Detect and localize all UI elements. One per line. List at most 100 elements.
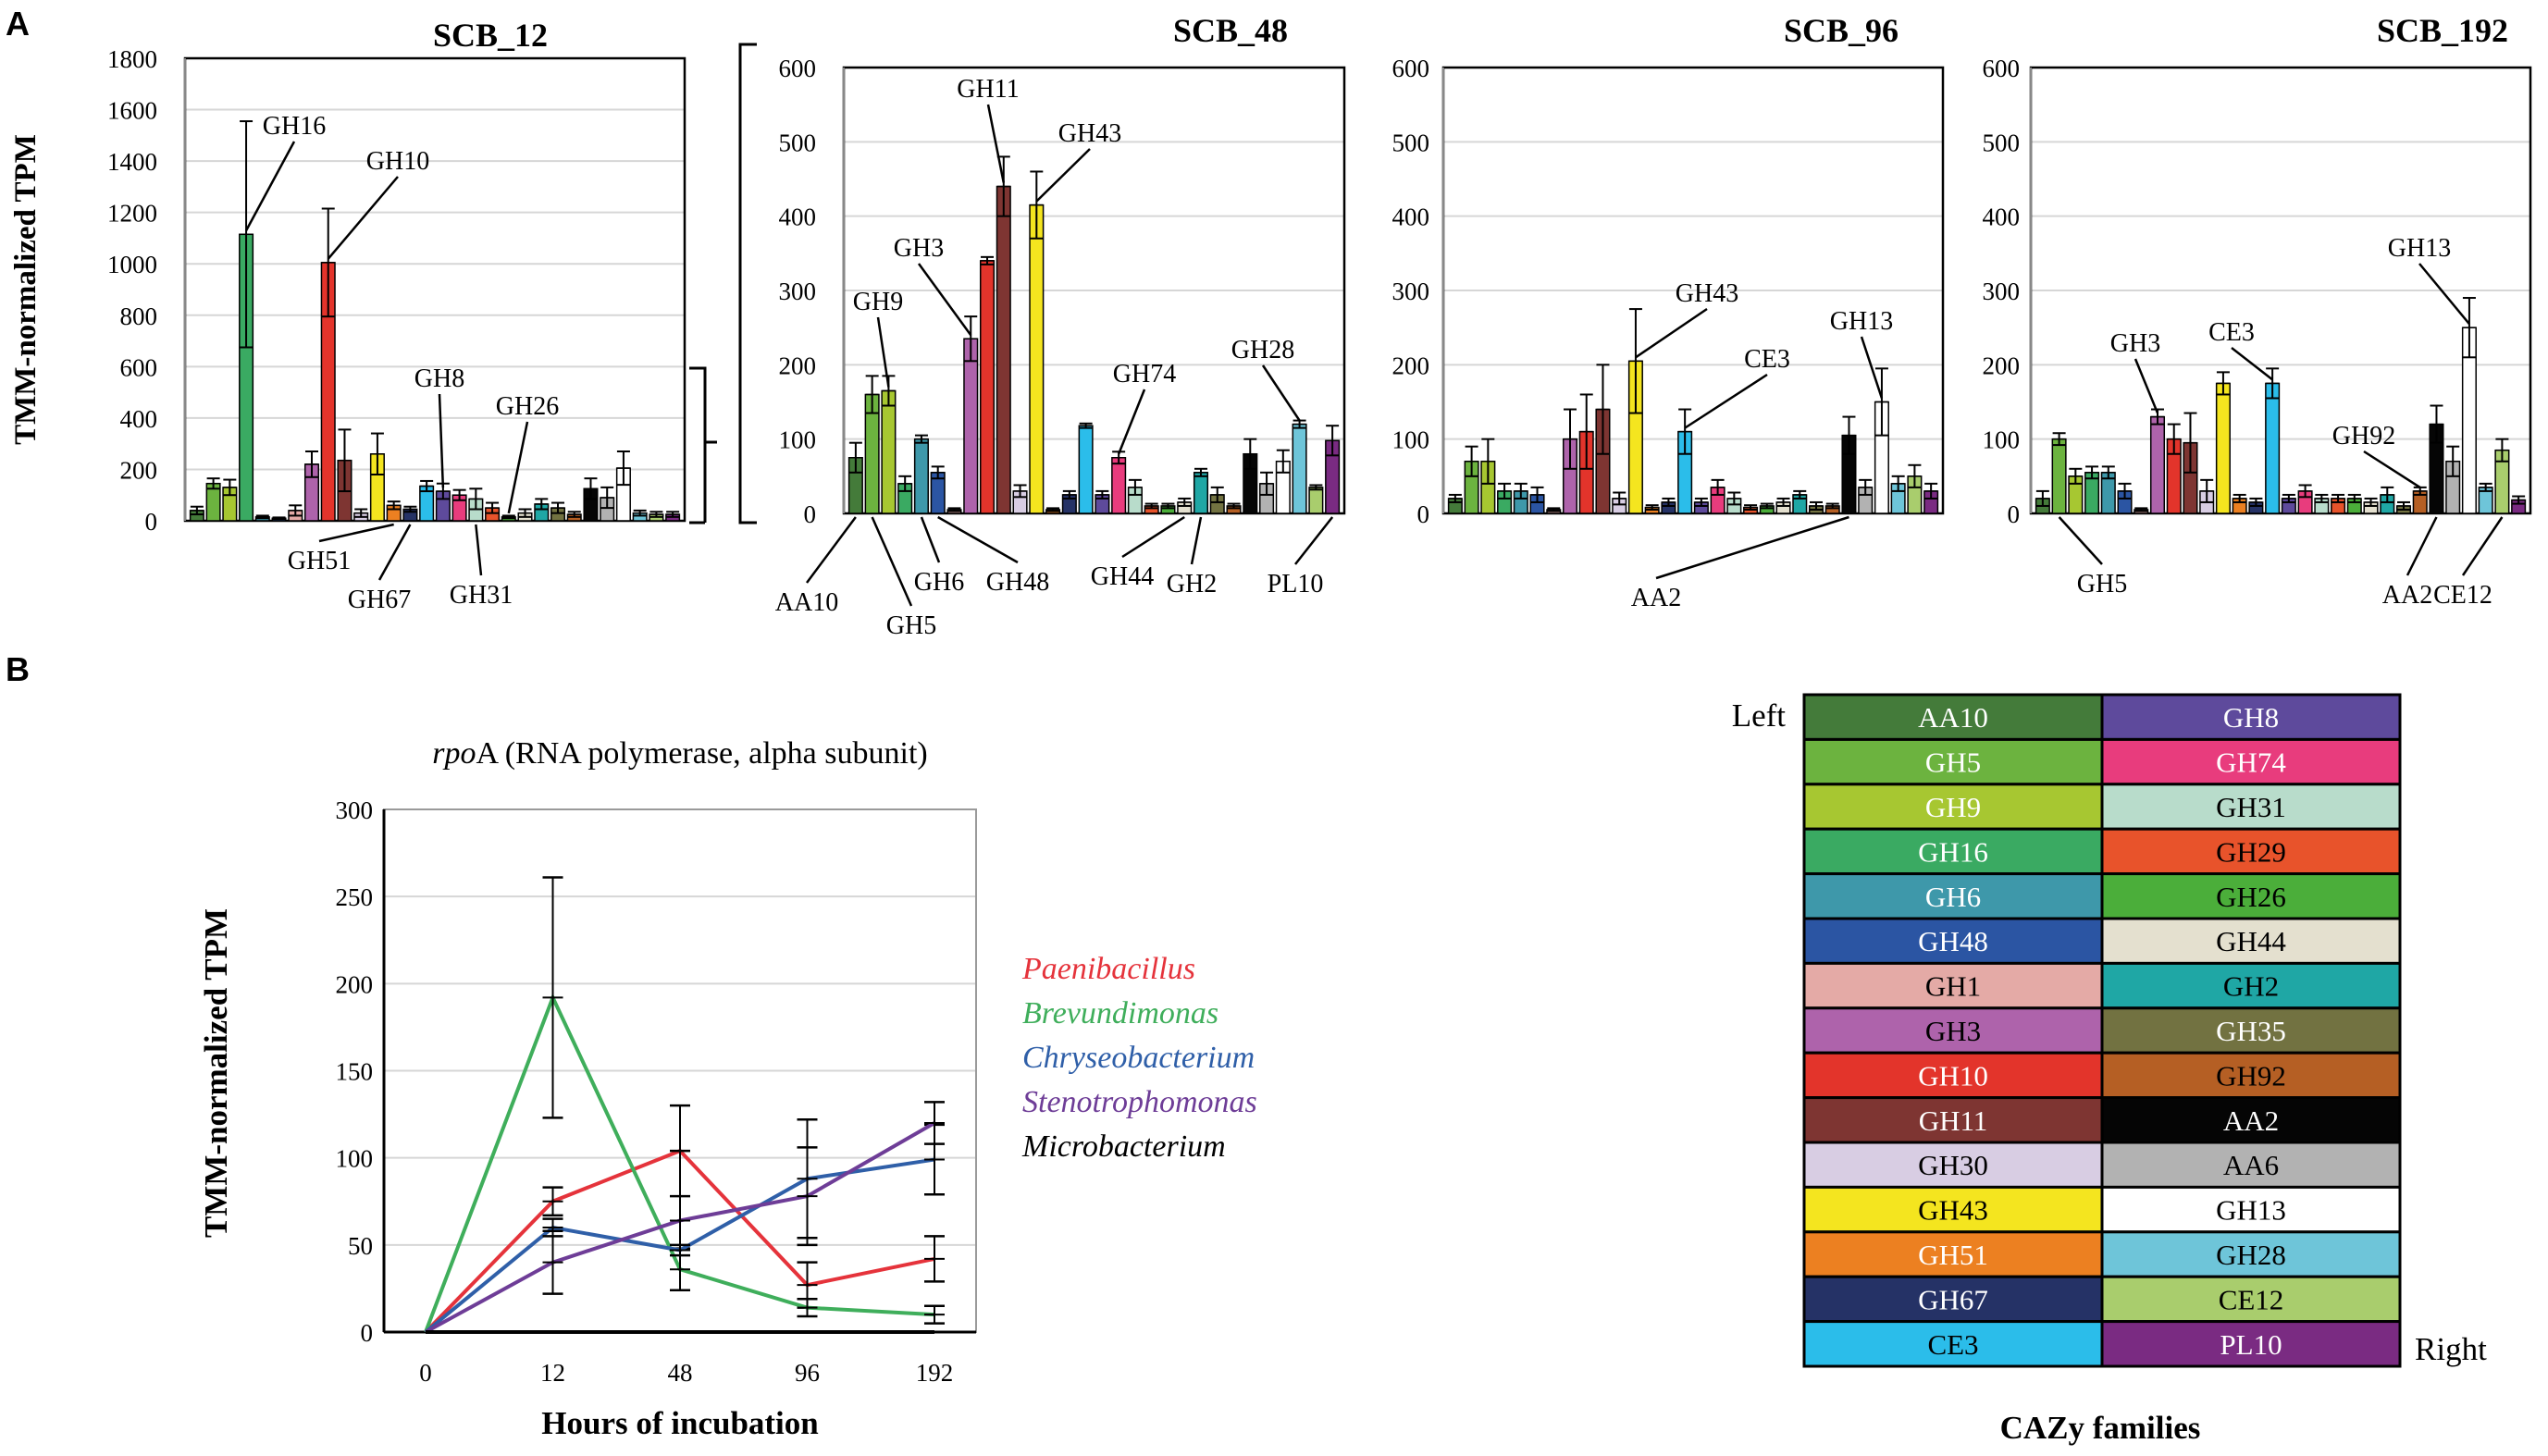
- error-bar: [1579, 393, 1593, 470]
- legend-cell-gh30: GH30: [1802, 1141, 2104, 1189]
- error-bar: [1776, 497, 1790, 507]
- error-bar: [1276, 449, 1290, 474]
- annotation-leader: [1261, 364, 1301, 422]
- legend-label: AA6: [2223, 1149, 2279, 1181]
- legend-cell-gh92: GH92: [2100, 1051, 2402, 1100]
- error-bar: [947, 507, 961, 512]
- annotation-gh74: GH74: [1113, 360, 1176, 389]
- annotation-gh11: GH11: [957, 75, 1019, 104]
- legend-label: GH29: [2216, 835, 2286, 868]
- panel-b-line-chart: 0 50 100 150 200 250 300 0 12 48 96 192 rpoA (RNA po…: [198, 736, 1257, 1441]
- annotation-leader: [937, 515, 1019, 564]
- annotation-leader: [1860, 336, 1884, 399]
- error-bar: [1874, 367, 1888, 437]
- error-bar: [1891, 475, 1905, 492]
- legend-swatch: [1802, 827, 2104, 876]
- error-bar: [223, 478, 237, 497]
- legend-cell-gh3: GH3: [1802, 1006, 2104, 1055]
- annotation-leader: [244, 141, 296, 231]
- y-tick-label: 400: [779, 204, 817, 231]
- error-bar: [2381, 486, 2394, 503]
- annotation-gh48: GH48: [986, 568, 1049, 597]
- error-bar: [338, 428, 352, 493]
- error-bar: [1859, 478, 1873, 496]
- error-bar: [633, 509, 647, 517]
- error-bar: [2035, 489, 2049, 507]
- error-bar: [1465, 445, 1478, 477]
- x-axis-label: Hours of incubation: [541, 1405, 819, 1441]
- annotation-gh5: GH5: [886, 611, 936, 640]
- legend-label: GH9: [1925, 791, 1981, 823]
- x-tick-label: 96: [795, 1359, 820, 1387]
- y-tick-label: 400: [120, 405, 158, 433]
- chart-title: rpoA (RNA polymerase, alpha subunit): [432, 736, 927, 771]
- legend-label: GH74: [2216, 747, 2286, 779]
- error-bar: [321, 207, 335, 318]
- error-bar: [2282, 493, 2295, 503]
- legend-cell-gh74: GH74: [2100, 737, 2402, 786]
- chart-title: SCB_192: [2377, 12, 2508, 49]
- error-bar: [1260, 471, 1274, 496]
- error-bar: [1144, 502, 1158, 510]
- legend-swatch: [2100, 961, 2402, 1010]
- legend-right-label: Right: [2415, 1331, 2487, 1367]
- annotation-gh43: GH43: [1676, 279, 1738, 308]
- legend-label: GH30: [1918, 1149, 1988, 1181]
- y-tick-label: 0: [804, 500, 817, 528]
- annotation-leader: [2058, 516, 2103, 565]
- legend-swatch: [1802, 1320, 2104, 1368]
- legend-cell-gh5: GH5: [1802, 737, 2104, 786]
- y-tick-label: 500: [779, 129, 817, 156]
- legend-cell-gh51: GH51: [1802, 1230, 2104, 1278]
- error-bar: [2364, 497, 2378, 507]
- y-tick-label: 100: [1983, 426, 2021, 454]
- legend-label: GH28: [2216, 1239, 2286, 1271]
- error-bar: [666, 511, 680, 518]
- legend-label: AA10: [1918, 701, 1988, 734]
- y-tick-label: 200: [1392, 352, 1430, 379]
- bar-gh9: [881, 389, 897, 514]
- legend-entry-microbacterium: Microbacterium: [1021, 1129, 1226, 1164]
- zoom-bracket-right: [689, 366, 717, 524]
- bar-gh3: [2149, 415, 2166, 514]
- error-bar: [2118, 482, 2132, 500]
- legend-cell-gh44: GH44: [2100, 917, 2402, 965]
- annotation-leader: [327, 176, 399, 260]
- legend-label: GH5: [1925, 747, 1981, 779]
- annotation-leader: [1294, 516, 1334, 565]
- legend-cell-ce12: CE12: [2100, 1275, 2402, 1324]
- y-tick-label: 600: [1392, 55, 1430, 82]
- legend-cell-gh43: GH43: [1802, 1185, 2104, 1234]
- annotation-leader: [2134, 358, 2159, 414]
- annotation-leader: [871, 516, 913, 607]
- error-bar: [206, 477, 220, 490]
- legend-cell-gh16: GH16: [1802, 827, 2104, 876]
- y-tick-label: 0: [361, 1319, 374, 1347]
- bar-gh10: [979, 260, 996, 514]
- legend-swatch: [1802, 693, 2104, 741]
- annotation-gh2: GH2: [1167, 570, 1217, 598]
- legend-label: GH16: [1918, 835, 1988, 868]
- legend-swatch: [1802, 961, 2104, 1010]
- y-tick-label: 250: [336, 883, 374, 911]
- bar-gh6: [913, 438, 929, 514]
- error-bar: [2200, 478, 2214, 503]
- legend-cell-aa2: AA2: [2100, 1096, 2402, 1144]
- error-bar: [1645, 504, 1659, 511]
- annotation-gh3: GH3: [894, 234, 944, 263]
- error-bar: [1727, 491, 1741, 506]
- legend-cell-gh11: GH11: [1802, 1096, 2104, 1144]
- y-tick-label: 100: [779, 426, 817, 454]
- panel-a-letter: A: [6, 5, 30, 43]
- legend-cell-pl10: PL10: [2100, 1320, 2402, 1368]
- error-bar: [255, 514, 269, 520]
- y-tick-label: 0: [2008, 500, 2021, 528]
- error-bar: [551, 501, 564, 514]
- error-bar: [387, 500, 401, 511]
- legend-cell-gh2: GH2: [2100, 961, 2402, 1010]
- annotation-gh16: GH16: [263, 112, 326, 141]
- error-bar: [1079, 422, 1093, 429]
- y-tick-label: 1800: [107, 45, 157, 73]
- y-tick-label: 1200: [107, 200, 157, 228]
- error-bar: [469, 487, 483, 511]
